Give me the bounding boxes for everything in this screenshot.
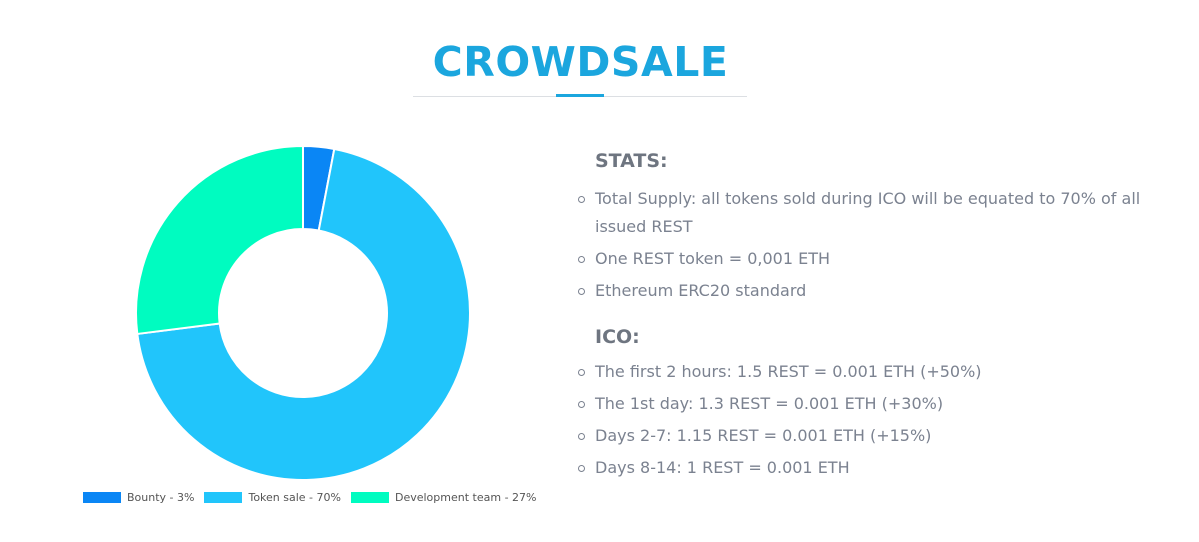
ico-item: Days 2-7: 1.15 REST = 0.001 ETH (+15%) xyxy=(576,422,1176,450)
ico-item: The first 2 hours: 1.5 REST = 0.001 ETH … xyxy=(576,358,1176,386)
legend-swatch-development-team xyxy=(350,492,389,503)
stats-heading: STATS: xyxy=(595,150,668,172)
ico-item: Days 8-14: 1 REST = 0.001 ETH xyxy=(576,454,1176,482)
ico-heading: ICO: xyxy=(595,326,640,348)
slice-token-sale[interactable] xyxy=(136,147,471,481)
chart-legend: Bounty - 3% Token sale - 70% Development… xyxy=(83,491,546,504)
title-accent-bar xyxy=(556,94,604,97)
legend-item-development-team[interactable]: Development team - 27% xyxy=(350,491,537,504)
stats-list: Total Supply: all tokens sold during ICO… xyxy=(576,185,1176,305)
stats-item: One REST token = 0,001 ETH xyxy=(576,245,1176,273)
legend-item-bounty[interactable]: Bounty - 3% xyxy=(83,491,194,504)
legend-swatch-token-sale xyxy=(204,492,243,503)
stats-item: Total Supply: all tokens sold during ICO… xyxy=(576,185,1176,241)
legend-label-token-sale: Token sale - 70% xyxy=(248,491,341,504)
donut-chart xyxy=(135,144,471,481)
legend-swatch-bounty xyxy=(83,492,121,503)
ico-item: The 1st day: 1.3 REST = 0.001 ETH (+30%) xyxy=(576,390,1176,418)
stats-item: Ethereum ERC20 standard xyxy=(576,277,1176,305)
legend-label-bounty: Bounty - 3% xyxy=(127,491,195,504)
ico-list: The first 2 hours: 1.5 REST = 0.001 ETH … xyxy=(576,358,1176,482)
slice-development-team[interactable] xyxy=(135,144,304,336)
legend-label-development-team: Development team - 27% xyxy=(394,491,537,504)
legend-item-token-sale[interactable]: Token sale - 70% xyxy=(204,491,341,504)
info-panel: STATS: Total Supply: all tokens sold dur… xyxy=(576,150,1176,486)
page-title: CROWDSALE xyxy=(432,38,729,86)
